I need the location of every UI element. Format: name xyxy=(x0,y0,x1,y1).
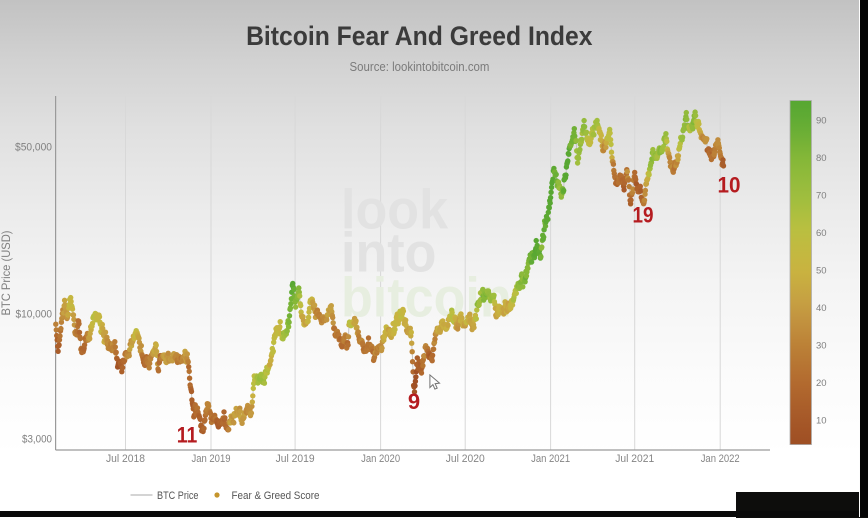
svg-text:80: 80 xyxy=(816,153,827,164)
svg-text:BTC Price (USD): BTC Price (USD) xyxy=(0,231,13,316)
svg-text:9: 9 xyxy=(408,389,420,414)
svg-text:11: 11 xyxy=(177,423,198,448)
svg-text:10: 10 xyxy=(816,415,827,426)
svg-text:70: 70 xyxy=(816,191,827,202)
svg-text:40: 40 xyxy=(816,303,827,314)
svg-text:Jul 2021: Jul 2021 xyxy=(615,453,654,465)
svg-text:$50,000: $50,000 xyxy=(15,142,52,154)
svg-text:Fear & Greed Score: Fear & Greed Score xyxy=(232,490,320,502)
svg-text:$10,000: $10,000 xyxy=(16,309,53,321)
svg-text:90: 90 xyxy=(816,116,827,127)
svg-text:Jul 2019: Jul 2019 xyxy=(276,453,315,465)
svg-text:Jul 2018: Jul 2018 xyxy=(106,453,145,465)
svg-text:10: 10 xyxy=(718,173,741,198)
svg-text:Jan 2019: Jan 2019 xyxy=(192,453,231,465)
svg-text:50: 50 xyxy=(816,266,827,277)
svg-text:Jan 2022: Jan 2022 xyxy=(701,453,740,465)
svg-text:Jan 2021: Jan 2021 xyxy=(531,453,570,465)
svg-text:into: into xyxy=(341,222,436,284)
svg-text:Jul 2020: Jul 2020 xyxy=(446,453,485,465)
svg-text:60: 60 xyxy=(816,228,827,239)
svg-text:look: look xyxy=(341,179,449,241)
svg-text:30: 30 xyxy=(816,340,827,351)
svg-text:19: 19 xyxy=(633,203,654,228)
svg-text:BTC Price: BTC Price xyxy=(157,490,199,502)
svg-text:$3,000: $3,000 xyxy=(22,433,52,445)
svg-text:Jan 2020: Jan 2020 xyxy=(361,453,400,465)
svg-text:20: 20 xyxy=(816,378,827,389)
